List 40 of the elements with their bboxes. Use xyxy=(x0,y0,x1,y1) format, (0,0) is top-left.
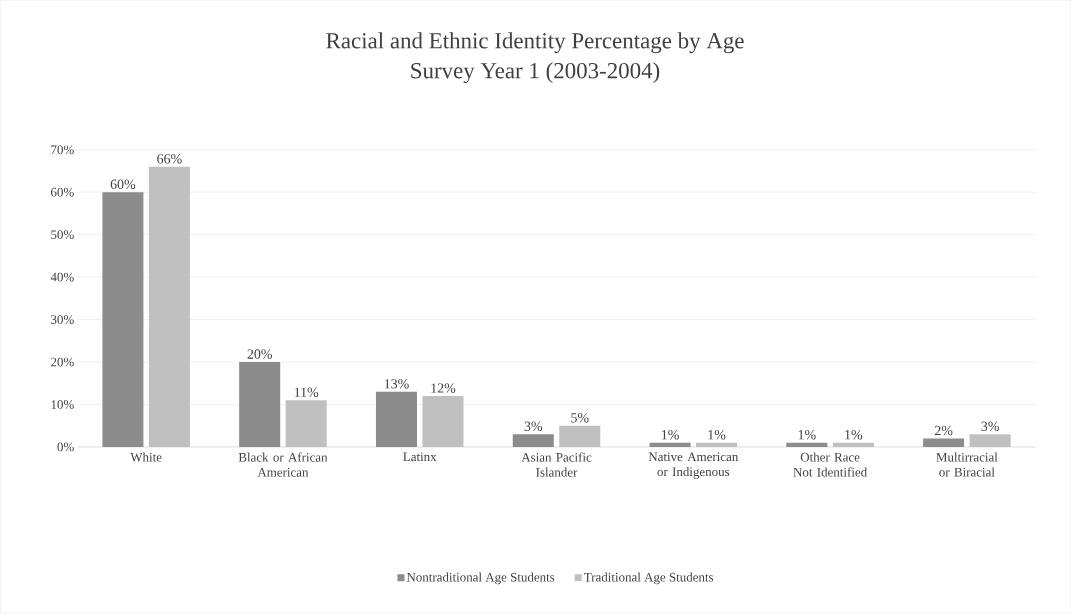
data-label: 1% xyxy=(708,430,726,440)
chart-title: Racial and Ethnic Identity Percentage by Age xyxy=(326,32,744,54)
y-tick-label: 60% xyxy=(51,187,74,197)
x-tick-label: Asian Pacific Islander xyxy=(521,452,592,477)
legend-label: Traditional Age Students xyxy=(583,572,714,585)
data-label: 1% xyxy=(798,430,816,440)
bar xyxy=(102,192,144,448)
bar xyxy=(786,442,828,448)
data-label: 1% xyxy=(661,430,679,440)
data-label: 12% xyxy=(431,383,456,393)
chart-subtitle: Survey Year 1 (2003-2004) xyxy=(411,62,660,84)
legend-label: Nontraditional Age Students xyxy=(406,572,555,585)
y-tick-label: 0% xyxy=(57,442,74,452)
data-label: 13% xyxy=(384,379,409,389)
data-label: 60% xyxy=(110,179,136,190)
y-tick-label: 10% xyxy=(51,400,74,410)
y-tick-label: 40% xyxy=(50,272,74,282)
x-tick-label: Native American or Indigenous xyxy=(648,452,739,479)
y-tick-label: 20% xyxy=(51,357,74,367)
data-label: 11% xyxy=(294,387,319,398)
data-label: 3% xyxy=(524,421,543,432)
x-tick-label: Black or African American xyxy=(238,452,328,477)
bar xyxy=(923,438,965,448)
y-tick-label: 70% xyxy=(51,145,74,155)
x-tick-label: Multirracial or Biracial xyxy=(936,452,998,477)
bar xyxy=(239,362,281,448)
y-tick-label: 50% xyxy=(51,230,74,240)
data-label: 3% xyxy=(981,421,999,432)
x-tick-label: Latinx xyxy=(403,452,437,462)
bar xyxy=(375,391,417,448)
bar xyxy=(649,442,691,448)
x-tick-label: Other Race Not Identified xyxy=(793,452,867,477)
data-label: 20% xyxy=(247,349,272,359)
x-tick-label: White xyxy=(130,452,162,462)
data-label: 5% xyxy=(571,413,589,423)
bar xyxy=(512,434,554,448)
data-label: 2% xyxy=(934,425,953,436)
data-label: 66% xyxy=(157,154,182,164)
data-label: 1% xyxy=(845,430,863,440)
y-tick-label: 30% xyxy=(51,315,74,325)
